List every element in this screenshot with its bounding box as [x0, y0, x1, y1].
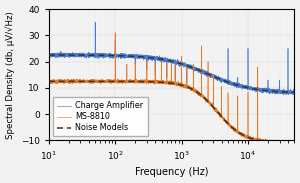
Charge Amplifier — [285, 94, 289, 96]
Charge Amplifier — [93, 21, 97, 23]
MS-8810 — [47, 81, 51, 83]
MS-8810 — [284, 144, 288, 147]
MS-8810 — [59, 81, 63, 83]
Noise Models — [47, 54, 51, 56]
MS-8810 — [136, 80, 140, 82]
Line: MS-8810: MS-8810 — [49, 33, 294, 145]
MS-8810 — [203, 97, 207, 99]
MS-8810 — [229, 126, 233, 128]
Noise Models — [193, 68, 197, 70]
Noise Models — [287, 91, 290, 93]
Noise Models — [165, 59, 169, 61]
MS-8810 — [113, 32, 117, 34]
Charge Amplifier — [192, 68, 196, 70]
Line: Charge Amplifier: Charge Amplifier — [49, 22, 294, 95]
Line: Noise Models: Noise Models — [49, 55, 294, 92]
Y-axis label: Spectral Density (db, μV/√Hz): Spectral Density (db, μV/√Hz) — [6, 11, 15, 139]
Noise Models — [164, 59, 167, 61]
Charge Amplifier — [136, 55, 140, 57]
Charge Amplifier — [292, 91, 296, 93]
Charge Amplifier — [47, 54, 51, 56]
Legend: Charge Amplifier, MS-8810, Noise Models: Charge Amplifier, MS-8810, Noise Models — [53, 97, 148, 137]
Charge Amplifier — [59, 54, 63, 56]
MS-8810 — [292, 142, 296, 145]
Noise Models — [248, 87, 252, 89]
MS-8810 — [242, 135, 246, 137]
Charge Amplifier — [229, 82, 233, 85]
Noise Models — [292, 91, 296, 94]
Charge Amplifier — [242, 86, 246, 88]
Noise Models — [180, 63, 184, 65]
MS-8810 — [192, 89, 196, 91]
Charge Amplifier — [203, 72, 207, 74]
X-axis label: Frequency (Hz): Frequency (Hz) — [135, 167, 208, 178]
